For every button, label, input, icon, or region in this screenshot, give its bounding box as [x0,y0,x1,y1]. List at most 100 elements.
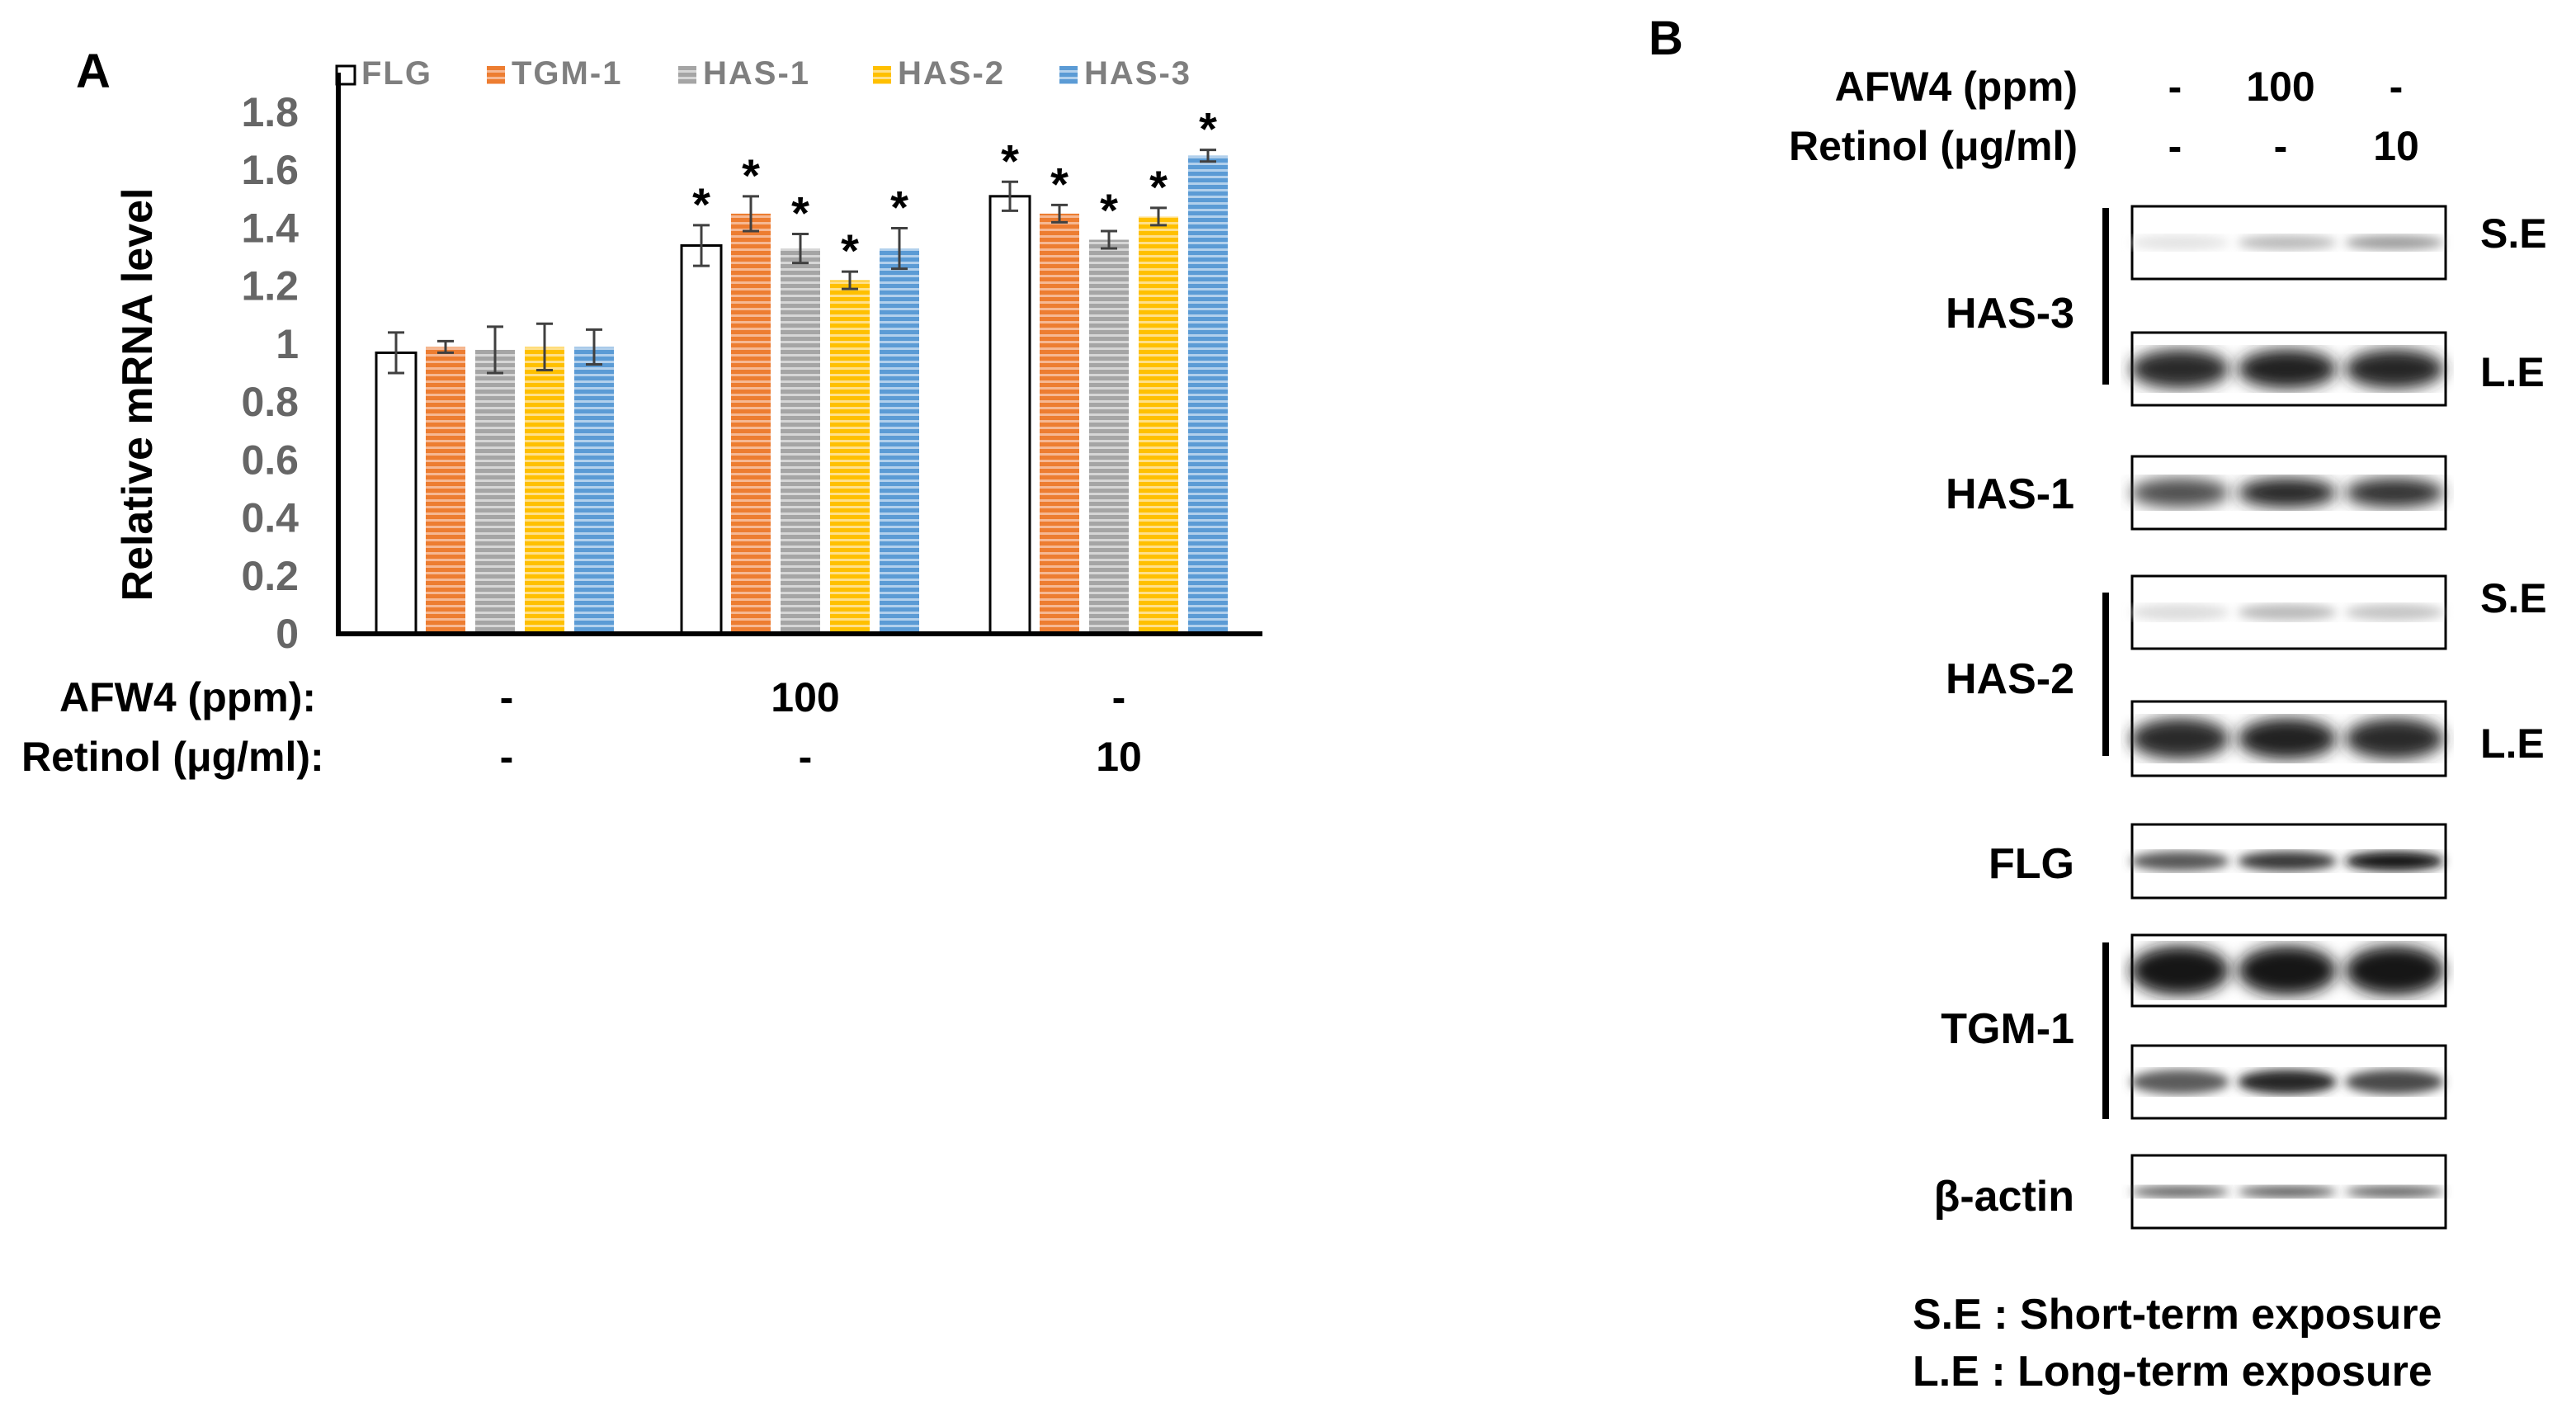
treatment-value: - [500,674,514,720]
y-tick-label: 0 [276,611,299,657]
exposure-label: S.E [2480,210,2547,257]
legend-item: HAS-2 [873,55,1005,92]
legend: FLG TGM-1 HAS-1 HAS-2 HAS-3 [335,55,1191,92]
blot-band [2238,1070,2337,1094]
blot-band [2130,1186,2229,1197]
blot-treatment-value: - [2168,123,2182,169]
bar [680,244,723,635]
blot-band [2345,946,2444,995]
protein-label: FLG [1989,840,2074,888]
protein-label: β-actin [1934,1173,2074,1221]
protein-label: HAS-1 [1946,470,2074,518]
bar [731,213,771,634]
exposure-label: L.E [2480,720,2545,767]
legend-item: FLG [335,55,432,92]
blot-treatment-value: - [2168,64,2182,110]
significance-marker: * [1100,184,1118,236]
y-tick-label: 0.8 [241,379,299,425]
blot-group: HAS-2 S.E L.E [1946,574,2547,777]
legend-swatch [1059,66,1078,84]
blot-band [2130,1070,2229,1094]
protein-label: HAS-2 [1946,655,2074,703]
bar [1188,155,1228,634]
y-tick-label: 1.6 [241,147,299,193]
blot-rows: HAS-3 S.E L.E HAS-1 HAS-2 S.E L.E FLG TGM-1 β-act… [1934,205,2547,1230]
legend-label: HAS-3 [1084,55,1191,92]
legend-label: TGM-1 [512,55,622,92]
y-tick-label: 0.2 [241,553,299,599]
y-tick-label: 1.4 [241,205,299,251]
blot-treatment-value: 100 [2246,64,2314,110]
blot-group: HAS-1 [1946,455,2447,531]
y-axis-label: Relative mRNA level [114,188,162,602]
blot-band [2130,478,2229,508]
blot-band [2345,1070,2444,1094]
bar [1139,216,1178,634]
blot-band [2130,946,2229,995]
blot-group: β-actin [1934,1154,2447,1230]
bar [525,347,564,634]
treatment-value: - [1112,674,1126,720]
blot-band [2238,851,2337,871]
legend-label: FLG [361,55,432,92]
legend-label: HAS-1 [703,55,810,92]
significance-marker: * [1050,158,1069,210]
blot-band [2238,718,2337,759]
bar [1089,239,1129,634]
blot-band [2238,946,2337,995]
y-tick-label: 0.6 [241,437,299,483]
note-short-exposure: S.E : Short-term exposure [1913,1291,2442,1339]
blot-treatment-value: 10 [2373,123,2419,169]
legend-item: HAS-1 [678,55,810,92]
blot-band [2130,718,2229,759]
blot-band [2345,1186,2444,1197]
y-tick-label: 1.8 [241,89,299,135]
blot-treatment-value: - [2390,64,2404,110]
blot-band [2130,604,2229,621]
blot-band [2345,851,2444,871]
significance-marker: * [742,149,760,201]
blot-band [2130,235,2229,250]
bar-chart: Relative mRNA level 1.8 1.6 1.4 1.2 1 0.8 0.6 0… [21,55,1262,780]
significance-marker: * [692,178,710,230]
blot-band [2345,349,2444,389]
legend-item: HAS-3 [1059,55,1191,92]
significance-marker: * [890,181,908,233]
blot-band [2345,235,2444,250]
exposure-label: L.E [2480,349,2545,395]
blot-treatment-value: - [2274,123,2288,169]
blot-treatment-label: Retinol (μg/ml) [1789,123,2078,169]
legend-swatch [678,66,696,84]
treatment-label: Retinol (μg/ml): [21,734,324,780]
blot-treatment-label: AFW4 (ppm) [1835,64,2078,110]
y-tick-label: 0.4 [241,495,299,541]
bar [988,195,1031,635]
blot-band [2238,1186,2337,1197]
treatment-label: AFW4 (ppm): [59,674,316,720]
panel-b-label: B [1649,12,1683,65]
bar [781,248,820,634]
significance-marker: * [1001,135,1019,187]
bar [426,347,465,634]
bar [475,349,515,634]
significance-marker: * [791,187,809,239]
blot-band [2238,478,2337,508]
blot-group: TGM-1 [1941,933,2447,1120]
blot-group: FLG [1989,823,2447,900]
protein-label: TGM-1 [1941,1005,2074,1053]
treatment-value: - [799,734,813,780]
treatment-table: AFW4 (ppm): - 100 - Retinol (μg/ml): - - 10 [21,674,1142,780]
blot-band [2238,235,2337,250]
blot-band [2238,349,2337,389]
y-tick-label: 1.2 [241,263,299,309]
blot-band [2345,604,2444,621]
treatment-value: - [500,734,514,780]
blot-band [2345,718,2444,759]
protein-label: HAS-3 [1946,290,2074,338]
legend-label: HAS-2 [898,55,1005,92]
legend-swatch [873,66,891,84]
significance-marker: * [1199,103,1217,155]
significance-marker: * [1149,161,1168,213]
blot-treatment-header: AFW4 (ppm) - 100 - Retinol (μg/ml) - - 10 [1789,64,2419,169]
